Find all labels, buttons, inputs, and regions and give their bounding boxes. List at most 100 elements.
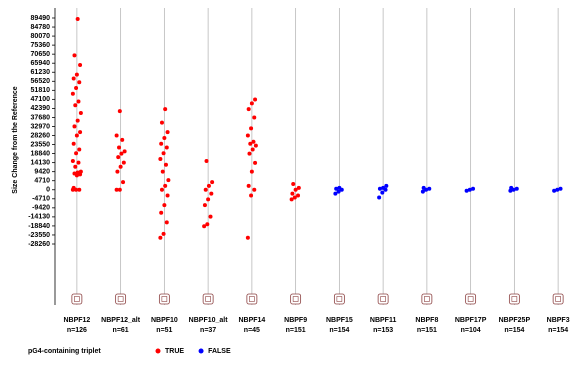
point — [464, 188, 469, 193]
point — [114, 133, 119, 138]
legend-title: pG4-containing triplet — [28, 348, 101, 355]
point — [381, 185, 386, 190]
marker-box-inner — [205, 296, 211, 302]
n-label: n=154 — [504, 327, 524, 334]
point — [420, 189, 425, 194]
point — [75, 118, 80, 123]
marker-box-inner — [74, 296, 80, 302]
y-tick-label: 23550 — [31, 141, 51, 148]
point — [164, 145, 169, 150]
point — [205, 222, 210, 227]
point — [72, 53, 77, 58]
marker-box — [465, 293, 477, 305]
point — [166, 178, 171, 183]
y-tick-label: -18840 — [28, 223, 50, 230]
point — [202, 203, 207, 208]
y-tick-label: 18840 — [31, 150, 51, 157]
x-tick-label: NBPF12 — [63, 317, 90, 324]
point — [296, 185, 301, 190]
y-tick-label: 42390 — [31, 105, 51, 112]
point — [163, 183, 168, 188]
point — [249, 101, 254, 106]
point — [165, 193, 170, 198]
marker-box — [421, 293, 433, 305]
point — [122, 149, 127, 154]
point — [252, 187, 257, 192]
point — [78, 169, 83, 174]
point — [159, 141, 164, 146]
y-tick-label: 28260 — [31, 132, 51, 139]
n-label: n=154 — [548, 327, 568, 334]
x-tick-label: NBPF25P — [499, 317, 531, 324]
x-tick-label: NBPF12_alt — [101, 317, 141, 324]
point — [249, 193, 254, 198]
point — [246, 107, 251, 112]
point — [72, 124, 77, 129]
point — [514, 186, 519, 191]
point — [421, 185, 426, 190]
point — [252, 115, 257, 120]
point — [161, 151, 166, 156]
marker-box — [158, 293, 170, 305]
point — [70, 158, 75, 163]
point — [248, 141, 253, 146]
point — [333, 191, 338, 196]
point — [118, 164, 123, 169]
point — [246, 183, 251, 188]
point — [76, 160, 81, 165]
point — [73, 103, 78, 108]
x-tick-label: NBPF10 — [151, 317, 178, 324]
marker-box-inner — [555, 296, 561, 302]
legend-label: FALSE — [208, 348, 231, 355]
point — [74, 72, 79, 77]
point — [296, 193, 301, 198]
point — [120, 137, 125, 142]
marker-box — [508, 293, 520, 305]
y-axis-label: Size Change from the Reference — [12, 86, 19, 193]
n-label: n=61 — [113, 327, 129, 334]
marker-box — [246, 293, 258, 305]
point — [210, 180, 215, 185]
point — [253, 97, 258, 102]
point — [160, 169, 165, 174]
marker-box — [115, 293, 127, 305]
point — [72, 171, 77, 176]
point — [71, 141, 76, 146]
marker-box — [290, 293, 302, 305]
point — [158, 235, 163, 240]
x-tick-label: NBPF3 — [547, 317, 570, 324]
legend-label: TRUE — [165, 348, 184, 355]
point — [163, 162, 168, 167]
n-label: n=126 — [67, 327, 87, 334]
point — [121, 160, 126, 165]
y-tick-label: 0 — [46, 187, 50, 194]
point — [558, 186, 563, 191]
point — [427, 186, 432, 191]
point — [163, 107, 168, 112]
point — [159, 187, 164, 192]
point — [75, 16, 80, 21]
y-tick-label: 51810 — [31, 87, 51, 94]
marker-box — [333, 293, 345, 305]
point — [206, 183, 211, 188]
point — [202, 224, 207, 229]
y-tick-label: 32970 — [31, 123, 51, 130]
x-tick-label: NBPF14 — [238, 317, 265, 324]
y-tick-label: 80070 — [31, 33, 51, 40]
y-tick-label: -14130 — [28, 214, 50, 221]
point — [114, 187, 119, 192]
point — [162, 135, 167, 140]
legend-swatch — [198, 348, 204, 354]
point — [71, 76, 76, 81]
marker-box-inner — [380, 296, 386, 302]
n-label: n=45 — [244, 327, 260, 334]
point — [249, 126, 254, 131]
y-tick-label: 9420 — [34, 169, 50, 176]
y-tick-label: -4710 — [32, 196, 50, 203]
point — [471, 186, 476, 191]
point — [336, 189, 341, 194]
point — [290, 191, 295, 196]
marker-box-inner — [249, 296, 255, 302]
y-tick-label: 65940 — [31, 60, 51, 67]
